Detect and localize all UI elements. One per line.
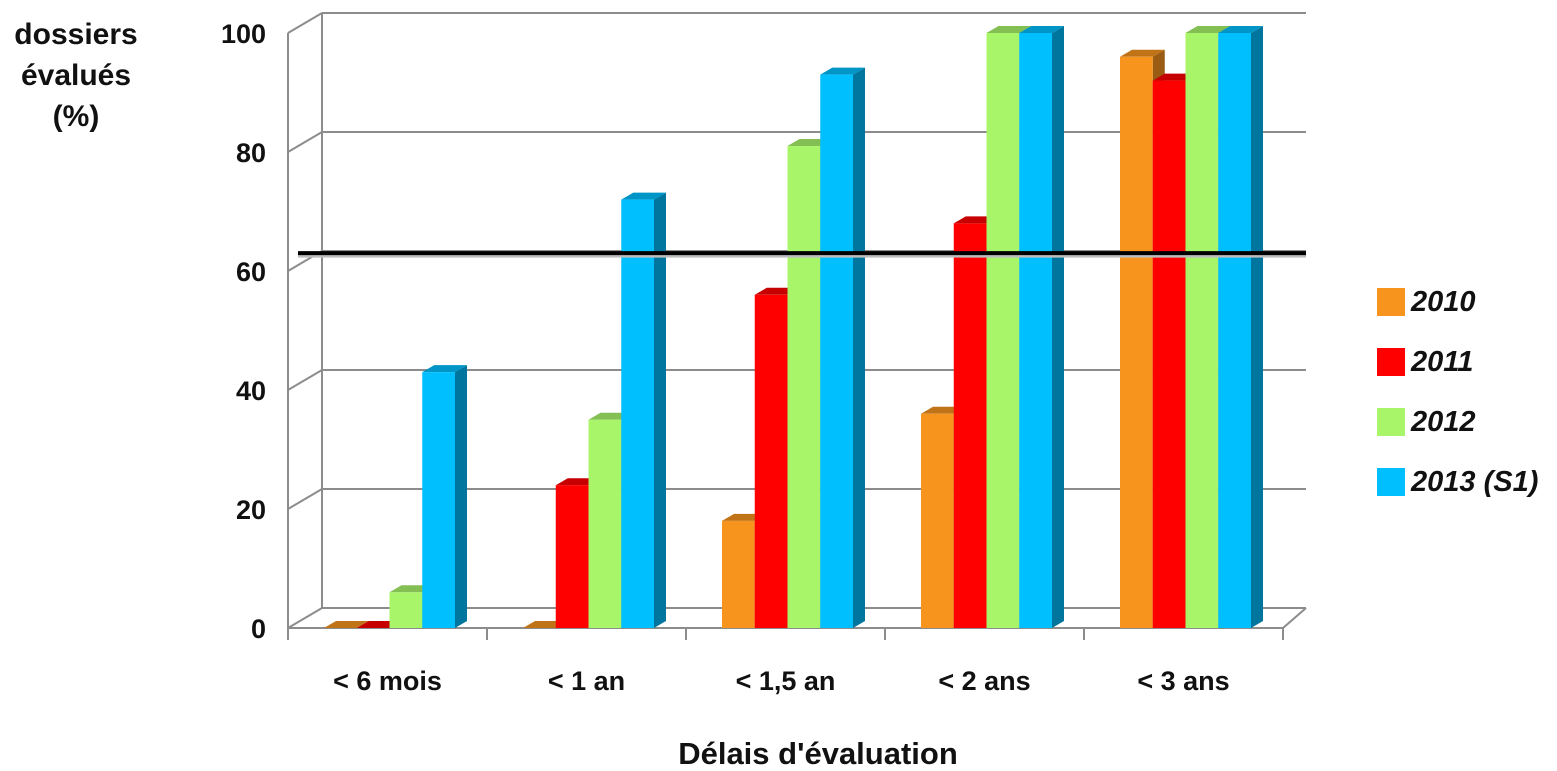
- x-tick-label-3: < 1,5 an: [736, 666, 836, 696]
- legend-label-2012: 2012: [1411, 405, 1476, 438]
- gridline-side-100: [287, 12, 323, 34]
- bar-2013-s1--4-top: [1019, 26, 1064, 33]
- bar-2011-5: [1152, 80, 1186, 629]
- bar-2013-s1--1: [422, 372, 455, 628]
- legend-item-2010: 2010: [1377, 272, 1538, 332]
- bar-2012-2: [588, 419, 622, 628]
- legend-item-2012: 2012: [1377, 392, 1538, 452]
- bar-2010-3: [722, 520, 755, 628]
- bar-2013-s1--3: [820, 74, 853, 628]
- x-tick-label-1: < 6 mois: [333, 666, 442, 696]
- floor-right-edge: [1282, 607, 1307, 629]
- legend-swatch-2010: [1377, 288, 1405, 316]
- x-tick-label-5: < 3 ans: [1137, 666, 1229, 696]
- bar-2013-s1--2-side: [654, 192, 666, 628]
- legend-item-2011: 2011: [1377, 332, 1538, 392]
- bar-2012-5: [1185, 33, 1219, 628]
- legend-label-2010: 2010: [1411, 285, 1476, 318]
- legend-label-2011: 2011: [1411, 345, 1474, 378]
- bar-2013-s1--5-top: [1218, 26, 1263, 33]
- y-tick-label-80: 80: [236, 138, 266, 168]
- legend-label-2013-s1: 2013 (S1): [1411, 465, 1539, 498]
- y-axis-title: dossiers évalués (%): [0, 14, 152, 137]
- y-tick-label-40: 40: [236, 376, 266, 406]
- legend: 2010 2011 2012 2013 (S1): [1377, 272, 1538, 512]
- bar-2010-5: [1120, 56, 1153, 629]
- gridline-side-40: [287, 369, 323, 391]
- bar-2013-s1--3-top: [820, 67, 865, 75]
- x-tick-label-2: < 1 an: [548, 666, 625, 696]
- gridline-side-0: [287, 607, 323, 629]
- bar-2011-4: [953, 223, 987, 628]
- bar-2012-3: [787, 146, 821, 629]
- bar-2012-5-top: [1185, 26, 1231, 33]
- bar-2013-s1--1-top: [422, 365, 467, 373]
- y-axis-title-line-3: (%): [52, 100, 100, 133]
- y-tick-label-0: 0: [251, 614, 266, 644]
- gridline-side-20: [287, 488, 323, 510]
- y-axis-title-line-2: évalués: [20, 59, 132, 92]
- bar-2013-s1--1-side: [455, 365, 467, 628]
- legend-swatch-2013-s1: [1377, 468, 1405, 496]
- x-axis-title: Délais d'évaluation: [678, 736, 958, 771]
- bar-2013-s1--2-top: [621, 192, 666, 200]
- bar-2013-s1--2: [621, 199, 654, 628]
- bar-2013-s1--4-side: [1052, 26, 1064, 628]
- legend-swatch-2011: [1377, 348, 1405, 376]
- legend-swatch-2012: [1377, 408, 1405, 436]
- y-tick-label-20: 20: [236, 495, 266, 525]
- x-tick-label-4: < 2 ans: [938, 666, 1030, 696]
- bar-2011-3: [754, 294, 788, 628]
- gridline-side-80: [287, 131, 323, 153]
- bar-2013-s1--5: [1218, 33, 1251, 628]
- bar-2010-5-top: [1120, 49, 1165, 57]
- bar-2013-s1--4: [1019, 33, 1052, 628]
- y-tick-label-100: 100: [221, 19, 266, 49]
- bar-2012-1: [389, 592, 423, 628]
- y-axis-title-line-1: dossiers: [14, 18, 138, 51]
- bar-2013-s1--3-side: [853, 67, 865, 628]
- bar-2010-4: [921, 413, 954, 628]
- legend-item-2013-s1: 2013 (S1): [1377, 452, 1538, 512]
- y-tick-label-60: 60: [236, 257, 266, 287]
- bar-2010-1-top: [324, 621, 369, 628]
- bar-2013-s1--5-side: [1251, 26, 1263, 628]
- bar-2012-4: [986, 33, 1020, 628]
- bar-2012-4-top: [986, 26, 1032, 33]
- bar-2011-2: [555, 485, 589, 628]
